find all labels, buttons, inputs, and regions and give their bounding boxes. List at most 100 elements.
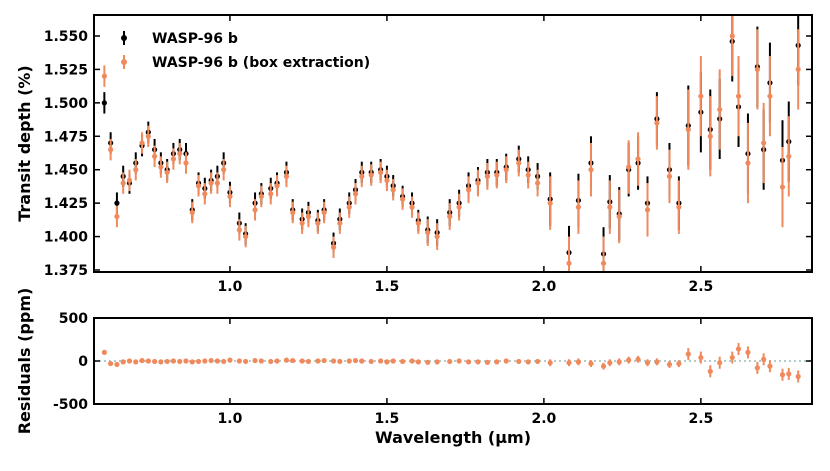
y-tick-label: 1.500 <box>44 96 89 112</box>
data-point <box>588 360 594 367</box>
data-point <box>456 204 462 210</box>
data-point <box>434 233 440 240</box>
data-point <box>126 358 133 364</box>
y-tick-label: 1.450 <box>44 163 89 179</box>
data-point <box>208 357 214 364</box>
data-point <box>547 200 553 206</box>
data-point <box>786 371 792 377</box>
data-point <box>729 354 735 361</box>
legend-label: WASP-96 b (box extraction) <box>152 55 370 71</box>
data-point <box>268 191 274 197</box>
data-point <box>145 358 151 364</box>
x-tick-label: 2.5 <box>688 279 713 295</box>
data-point <box>494 172 500 178</box>
data-point <box>315 358 321 364</box>
data-point <box>676 360 682 367</box>
data-point <box>114 200 120 206</box>
data-point <box>359 173 365 179</box>
data-point <box>735 93 742 99</box>
data-point <box>346 204 352 210</box>
data-point <box>767 363 773 369</box>
y-tick-label: 1.400 <box>44 230 89 246</box>
x-tick-label: 2.0 <box>531 411 556 427</box>
data-point <box>535 358 541 365</box>
data-point <box>754 66 760 73</box>
data-point <box>158 359 164 365</box>
data-point <box>227 193 233 200</box>
data-point <box>434 359 440 365</box>
data-point <box>516 358 522 365</box>
data-point <box>126 177 133 184</box>
y-tick-label: 1.475 <box>44 129 88 145</box>
axes-frame <box>93 14 813 273</box>
data-point <box>258 358 264 364</box>
data-point <box>795 373 801 380</box>
x-tick-label: 2.0 <box>531 279 556 295</box>
data-point <box>305 358 312 365</box>
data-point <box>409 358 415 364</box>
data-point <box>202 191 208 197</box>
data-point <box>158 164 164 170</box>
data-point <box>717 106 723 113</box>
legend-marker <box>121 35 127 41</box>
legend-label: WASP-96 b <box>152 31 238 47</box>
data-point <box>616 213 622 220</box>
data-point <box>754 365 760 371</box>
y-tick-label: 1.425 <box>44 196 88 212</box>
data-point <box>321 357 327 364</box>
data-point <box>170 156 177 162</box>
y-axis-label: Residuals (ppm) <box>15 288 34 435</box>
x-tick-label: 1.5 <box>375 279 400 295</box>
data-point <box>283 173 290 179</box>
data-point <box>183 358 189 364</box>
data-point <box>425 359 431 365</box>
data-point <box>268 358 274 365</box>
data-point <box>214 358 220 364</box>
data-point <box>767 93 773 99</box>
plot-area <box>94 342 812 383</box>
data-point <box>698 93 704 99</box>
data-point <box>484 359 490 365</box>
data-point <box>221 358 227 365</box>
data-point <box>305 213 312 220</box>
data-point <box>330 244 337 250</box>
x-tick-label: 1.0 <box>218 411 243 427</box>
data-point <box>607 360 613 366</box>
data-point <box>337 220 343 226</box>
data-point <box>400 358 406 365</box>
data-point <box>409 204 415 210</box>
data-point <box>779 184 786 190</box>
y-tick-label: 1.525 <box>44 62 88 78</box>
data-point <box>120 359 126 365</box>
data-point <box>290 209 296 216</box>
data-point <box>346 358 352 364</box>
y-tick-label: -500 <box>53 397 88 413</box>
x-tick-label: 1.5 <box>375 411 400 427</box>
legend-marker <box>121 59 127 65</box>
data-point <box>133 167 139 173</box>
data-point <box>390 187 396 193</box>
data-point <box>290 357 296 364</box>
data-point <box>139 140 145 146</box>
data-point <box>717 360 723 366</box>
data-point <box>252 207 258 213</box>
data-point <box>494 359 500 365</box>
y-axis-label: Transit depth (%) <box>15 65 34 221</box>
data-point <box>274 183 280 189</box>
data-point <box>368 172 374 178</box>
data-point <box>384 359 390 365</box>
data-point <box>475 359 481 365</box>
x-tick-label: 2.5 <box>688 411 713 427</box>
data-point <box>685 126 691 133</box>
data-point <box>729 33 735 39</box>
data-point <box>566 360 572 366</box>
data-point <box>164 169 170 175</box>
data-point <box>258 193 264 200</box>
data-point <box>666 361 673 368</box>
data-point <box>535 180 541 186</box>
data-point <box>525 172 531 178</box>
data-point <box>635 156 641 162</box>
x-tick-label: 1.0 <box>218 279 243 295</box>
data-point <box>707 368 713 374</box>
